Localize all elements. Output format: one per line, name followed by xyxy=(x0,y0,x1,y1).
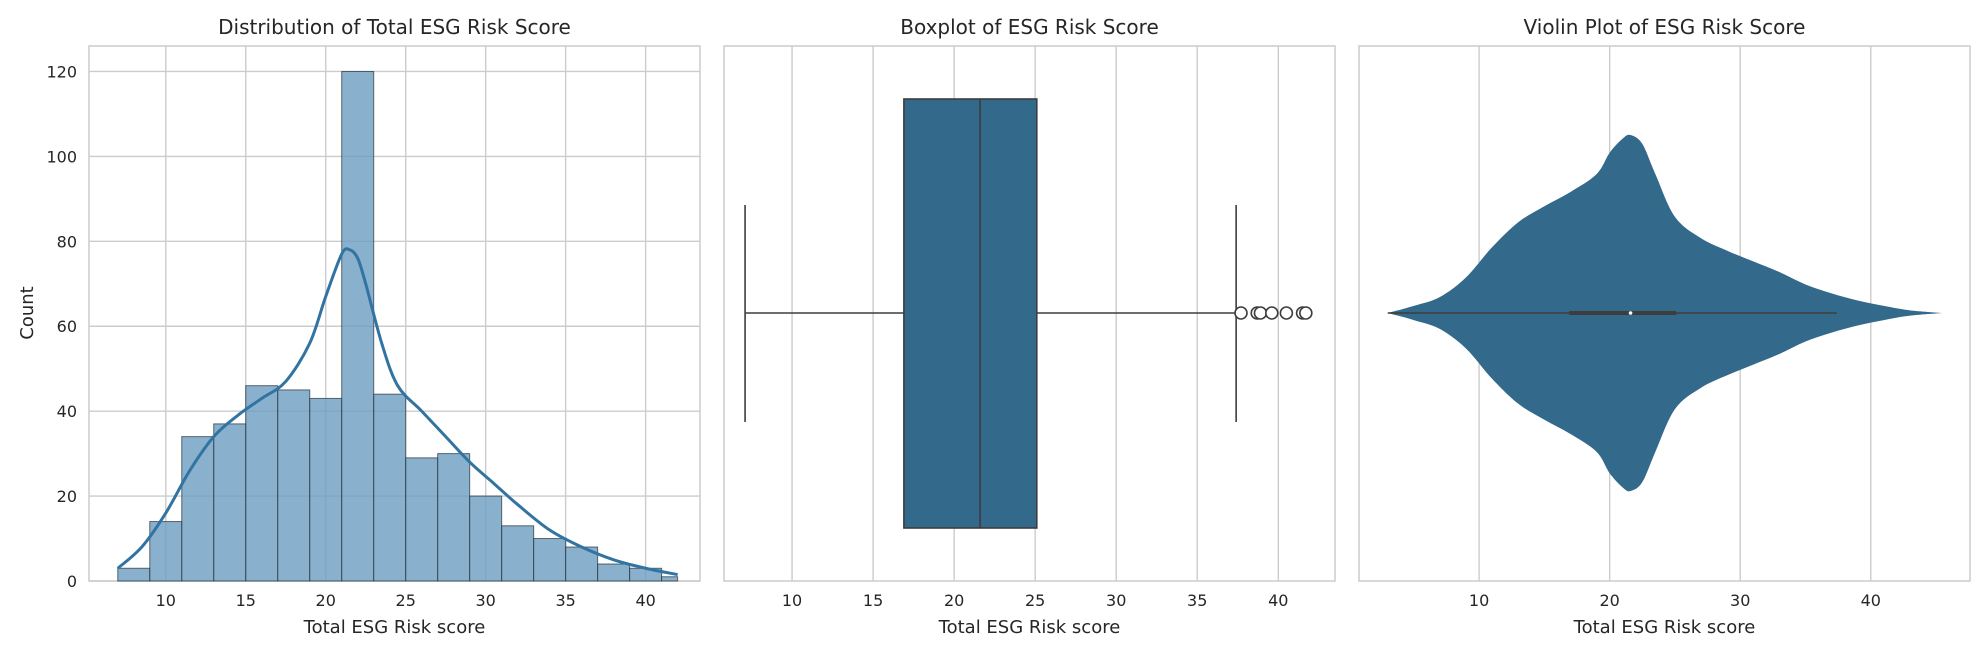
histogram-bar xyxy=(597,563,631,582)
histogram-bar xyxy=(501,525,535,582)
histogram-x-tick-label: 35 xyxy=(555,591,575,610)
histogram-y-tick-labels: 0 20 40 60 80 100 120 xyxy=(46,62,77,591)
histogram-bar xyxy=(469,495,503,582)
violin-title: Violin Plot of ESG Risk Score xyxy=(1524,15,1806,39)
boxplot-outlier-point xyxy=(1299,306,1313,320)
histogram-x-tick-label: 25 xyxy=(396,591,416,610)
histogram-bar xyxy=(405,457,439,582)
boxplot-outlier-point xyxy=(1264,306,1279,320)
boxplot-outliers xyxy=(1234,306,1313,320)
histogram-y-axis-label: Count xyxy=(17,286,38,339)
histogram-bar xyxy=(437,453,471,582)
histogram-bar xyxy=(661,576,679,582)
histogram-x-tick-label: 20 xyxy=(316,591,336,610)
histogram-bar xyxy=(533,538,567,582)
violin-panel: 10 20 30 40 Violin Plot of ESG Risk Score T… xyxy=(1358,15,1971,638)
violin-x-tick-label: 10 xyxy=(1469,591,1489,610)
boxplot-outlier-point xyxy=(1234,306,1248,320)
histogram-x-tick-labels: 10 15 20 25 30 35 40 xyxy=(156,591,656,610)
boxplot-outlier-point xyxy=(1279,306,1294,320)
histogram-y-tick-label: 100 xyxy=(46,147,77,166)
boxplot-x-tick-labels: 10 15 20 25 30 35 40 xyxy=(782,591,1289,610)
histogram-x-tick-label: 15 xyxy=(236,591,256,610)
histogram-y-tick-label: 20 xyxy=(57,487,77,506)
histogram-bar xyxy=(213,423,247,582)
histogram-panel: 10 15 20 25 30 35 40 0 20 40 60 80 100 120 Distribut… xyxy=(17,15,701,638)
histogram-bar xyxy=(117,567,151,582)
histogram-y-tick-label: 40 xyxy=(57,402,77,421)
boxplot-panel: 10 15 20 25 30 35 40 Boxplot of ESG Risk Score… xyxy=(723,15,1336,638)
violin-x-axis-label: Total ESG Risk score xyxy=(1573,617,1756,638)
histogram-x-tick-label: 10 xyxy=(156,591,176,610)
histogram-title: Distribution of Total ESG Risk Score xyxy=(218,15,571,39)
histogram-bar xyxy=(341,70,375,582)
boxplot-x-axis-label: Total ESG Risk score xyxy=(938,617,1121,638)
histogram-kde-curve xyxy=(116,247,678,577)
violin-median-point xyxy=(1628,311,1633,315)
histogram-x-axis-label: Total ESG Risk score xyxy=(303,617,486,638)
violin-x-tick-label: 40 xyxy=(1861,591,1881,610)
boxplot-box-and-whiskers xyxy=(744,98,1237,529)
boxplot-outlier-point xyxy=(1253,306,1268,320)
histogram-y-tick-label: 120 xyxy=(46,62,77,81)
histogram-bar xyxy=(277,389,311,582)
histogram-bars xyxy=(117,70,679,582)
violin-x-tick-labels: 10 20 30 40 xyxy=(1469,591,1881,610)
histogram-kde-line xyxy=(116,247,678,577)
boxplot-x-tick-label: 20 xyxy=(944,591,964,610)
boxplot-x-tick-label: 40 xyxy=(1268,591,1288,610)
histogram-y-tick-label: 0 xyxy=(67,572,77,591)
histogram-bar xyxy=(309,397,343,582)
histogram-x-tick-label: 30 xyxy=(475,591,495,610)
boxplot-x-tick-label: 30 xyxy=(1106,591,1126,610)
histogram-y-tick-label: 60 xyxy=(57,317,77,336)
violin-inner-box xyxy=(1387,311,1837,315)
boxplot-x-tick-label: 25 xyxy=(1025,591,1045,610)
histogram-y-tick-label: 80 xyxy=(57,232,77,251)
histogram-x-tick-label: 40 xyxy=(635,591,655,610)
boxplot-x-tick-label: 35 xyxy=(1187,591,1207,610)
histogram-bar xyxy=(245,385,279,582)
violin-x-tick-label: 20 xyxy=(1599,591,1619,610)
boxplot-x-tick-label: 15 xyxy=(863,591,883,610)
boxplot-x-tick-label: 10 xyxy=(782,591,802,610)
violin-x-tick-label: 30 xyxy=(1730,591,1750,610)
histogram-bar xyxy=(373,393,407,582)
boxplot-box xyxy=(903,98,1038,529)
boxplot-title: Boxplot of ESG Risk Score xyxy=(900,15,1159,39)
